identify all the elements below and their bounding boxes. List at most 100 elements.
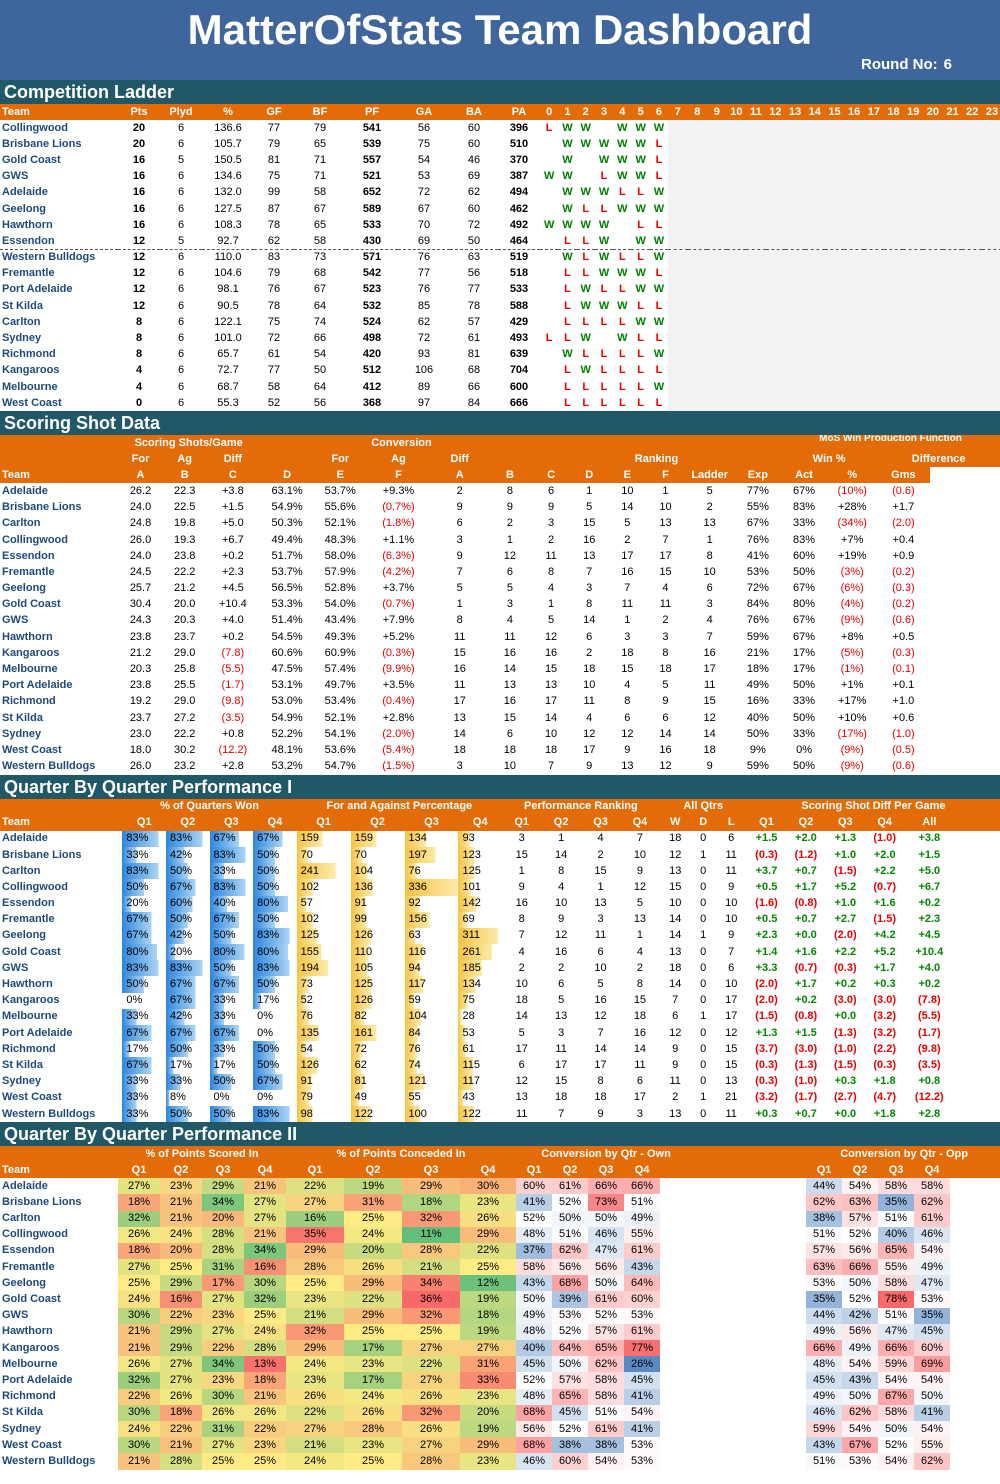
heat-cell: 46% — [806, 1404, 843, 1421]
heat-cell: 26% — [460, 1210, 517, 1227]
round-result — [942, 395, 963, 412]
table-cell: 7 — [636, 832, 643, 845]
table-cell: 5 — [586, 501, 593, 514]
round-result — [824, 184, 845, 201]
pct-won-bar: 80% — [253, 895, 297, 912]
column-header: F — [646, 467, 685, 484]
pct-won-bar: 0% — [209, 1089, 254, 1106]
qtr2-row: GWS 30% 22% 23% 25% 21% 29% 32% 18% 49% 53% 52% 53% 4… — [0, 1307, 1000, 1324]
for-against-bar: 135 — [296, 1025, 351, 1042]
heat-cell: 62% — [914, 1453, 951, 1470]
round-result — [962, 379, 983, 396]
heat-cell: 58% — [588, 1388, 625, 1405]
heat-cell: 43% — [516, 1275, 553, 1292]
column-header: 11 — [746, 104, 766, 120]
round-result: L — [564, 299, 571, 312]
round-result: W — [635, 137, 646, 150]
table-cell: 90.5 — [217, 299, 239, 312]
for-against-bar: 75 — [458, 992, 503, 1009]
table-cell: 71 — [313, 170, 327, 183]
team-name: St Kilda — [2, 1406, 43, 1419]
table-cell: 23.7 — [173, 630, 196, 643]
table-cell: 53.0% — [271, 695, 303, 708]
round-result — [883, 379, 904, 396]
table-cell: 77 — [467, 283, 481, 296]
round-result — [923, 346, 943, 363]
table-cell: 5 — [706, 484, 713, 497]
table-cell: 7 — [624, 582, 631, 595]
heat-cell: 26% — [402, 1388, 461, 1405]
round-result — [707, 346, 727, 363]
round-result — [726, 233, 747, 251]
table-cell: (3.5) — [917, 1058, 941, 1071]
for-against-bar: 98 — [296, 1105, 351, 1123]
heat-cell: 61% — [588, 1291, 625, 1308]
round-result: L — [582, 380, 590, 393]
table-cell: 13 — [633, 913, 647, 926]
round-result: W — [562, 137, 573, 150]
pct-won-bar: 50% — [253, 1057, 297, 1074]
round-result — [707, 265, 727, 282]
column-header: Q2 — [541, 814, 581, 831]
heat-cell: 28% — [286, 1259, 345, 1276]
qtr1-row: Carlton 83% 50% 33% 50% 241 104 76 125 1 8 15 9 13 0 11… — [0, 863, 1000, 880]
heat-cell: 38% — [806, 1210, 843, 1227]
team-name: Port Adelaide — [2, 283, 73, 296]
table-cell: +7% — [841, 533, 864, 546]
table-cell: 15 — [594, 864, 607, 877]
table-cell: 10 — [669, 897, 682, 910]
round-result — [962, 346, 983, 363]
heat-cell: 25% — [402, 1323, 461, 1340]
table-cell: 53.2% — [271, 760, 303, 773]
round-result — [687, 152, 708, 169]
table-cell: (0.8) — [794, 897, 818, 910]
table-cell: 98.1 — [217, 283, 239, 296]
table-cell: +0.3 — [873, 978, 896, 991]
round-result — [942, 217, 963, 234]
table-cell: 11 — [545, 549, 557, 562]
column-header: Q2 — [552, 1162, 589, 1179]
heat-cell: 58% — [914, 1178, 951, 1195]
heat-cell: 66% — [842, 1259, 879, 1276]
table-cell: 14 — [515, 1010, 528, 1023]
table-cell: 16 — [132, 218, 146, 231]
table-cell: 9 — [662, 695, 669, 708]
round-result — [668, 233, 688, 251]
team-name: Melbourne — [2, 663, 58, 676]
table-cell: 12 — [555, 929, 568, 942]
table-cell: 24.0 — [129, 501, 152, 514]
team-name: Fremantle — [2, 1260, 55, 1273]
round-result — [726, 314, 747, 331]
table-cell: 16 — [659, 743, 672, 756]
table-cell: (2.0) — [755, 978, 778, 991]
qtr2-row: West Coast 30% 21% 27% 23% 21% 23% 27% 29% 68% 38%… — [0, 1437, 1000, 1454]
qtr1-row: Geelong 67% 42% 50% 83% 125 126 63 311 7 12 11 1 14 1 9… — [0, 927, 1000, 945]
table-cell: 29.0 — [173, 646, 196, 659]
table-cell — [954, 1025, 1000, 1041]
heat-cell: 30% — [118, 1404, 160, 1421]
round-result — [707, 136, 727, 153]
round-result — [844, 379, 865, 396]
ladder-table: Team Pts Plyd% GF BF PF GA BA PA 0 1 2 3 4 5 6 7 8 9 10 11 12… — [0, 104, 1000, 412]
table-cell: 72.7 — [217, 364, 239, 377]
table-cell: 52.1% — [324, 517, 356, 530]
table-cell: (1%) — [840, 663, 864, 676]
heat-cell: 62% — [914, 1194, 951, 1211]
table-cell: +0.2 — [222, 630, 244, 643]
heat-cell: 51% — [878, 1307, 915, 1324]
table-cell: 73 — [313, 251, 327, 264]
heat-cell: 53% — [624, 1453, 661, 1470]
table-cell — [696, 1324, 806, 1340]
column-header: BF — [294, 104, 346, 120]
round-result: L — [618, 380, 626, 393]
table-cell — [950, 1291, 1000, 1307]
table-cell: 4 — [135, 380, 143, 393]
table-cell: 40% — [746, 711, 769, 724]
table-cell — [696, 1146, 807, 1163]
heat-cell: 29% — [402, 1178, 461, 1195]
column-header: GA — [398, 104, 450, 120]
table-cell: 5 — [177, 153, 185, 166]
table-cell: 600 — [509, 380, 529, 393]
heat-cell: 31% — [460, 1356, 517, 1373]
heat-cell: 24% — [344, 1226, 403, 1243]
